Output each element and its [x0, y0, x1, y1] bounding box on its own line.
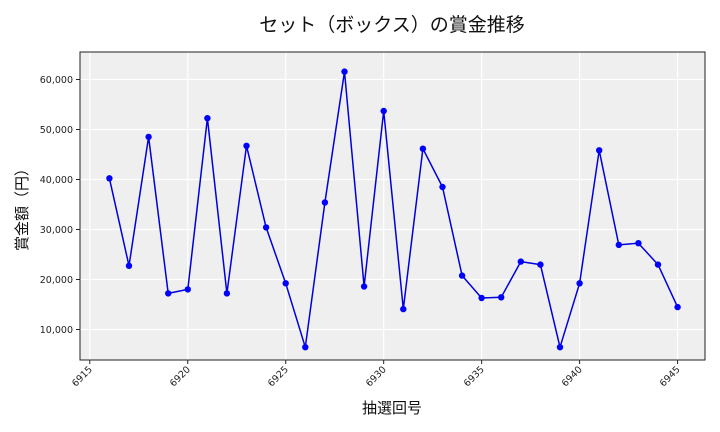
data-point-marker: [478, 294, 485, 302]
series-line: [108, 70, 679, 348]
data-point-marker: [204, 115, 211, 122]
y-tick-label: 30,000: [40, 225, 73, 236]
x-axis-ticks: 6915 6920 6925 6930 6935 6940 6945: [70, 360, 683, 389]
data-point-marker: [360, 283, 368, 290]
grid-lines: [80, 52, 705, 360]
data-point-marker: [537, 261, 544, 268]
x-tick-label: 6945: [658, 364, 683, 389]
y-tick-label: 10,000: [40, 325, 73, 336]
data-series: [106, 68, 681, 351]
y-tick-label: 40,000: [40, 175, 73, 186]
data-point-marker: [145, 133, 152, 141]
data-point-marker: [165, 290, 172, 297]
data-point-marker: [341, 68, 348, 75]
data-point-marker: [106, 175, 113, 182]
data-point-marker: [282, 280, 289, 287]
data-point-marker: [517, 258, 524, 265]
data-point-marker: [302, 344, 309, 351]
y-tick-label: 50,000: [40, 125, 73, 136]
data-point-marker: [243, 142, 250, 149]
data-point-marker: [635, 240, 642, 247]
chart-title: セット（ボックス）の賞金推移: [259, 14, 524, 36]
x-tick-label: 6935: [462, 364, 487, 389]
x-tick-label: 6930: [364, 364, 389, 389]
data-point-marker: [380, 107, 387, 115]
data-point-marker: [674, 303, 681, 311]
y-tick-label: 60,000: [40, 75, 73, 86]
x-tick-label: 6915: [70, 364, 95, 389]
y-tick-label: 20,000: [40, 275, 73, 286]
data-point-marker: [556, 344, 564, 351]
y-axis-label: 賞金額（円）: [13, 161, 31, 251]
x-tick-label: 6920: [168, 364, 193, 389]
data-point-marker: [458, 272, 466, 279]
data-point-marker: [321, 199, 329, 206]
y-axis-ticks: 10,000 20,000 30,000 40,000 50,000 60,000: [40, 75, 80, 336]
data-point-marker: [596, 147, 603, 154]
data-point-marker: [615, 241, 622, 249]
data-point-marker: [125, 262, 133, 269]
x-axis-label: 抽選回号: [362, 399, 422, 417]
x-tick-label: 6940: [560, 364, 585, 389]
data-point-marker: [654, 261, 662, 268]
data-point-marker: [184, 286, 191, 293]
data-point-marker: [419, 145, 427, 152]
plot-border: [79, 51, 706, 361]
data-point-marker: [400, 305, 407, 313]
x-tick-label: 6925: [266, 364, 291, 389]
data-point-marker: [223, 290, 231, 297]
data-point-marker: [498, 294, 505, 301]
data-point-marker: [262, 224, 270, 231]
data-point-marker: [439, 183, 446, 191]
data-point-marker: [576, 280, 583, 287]
